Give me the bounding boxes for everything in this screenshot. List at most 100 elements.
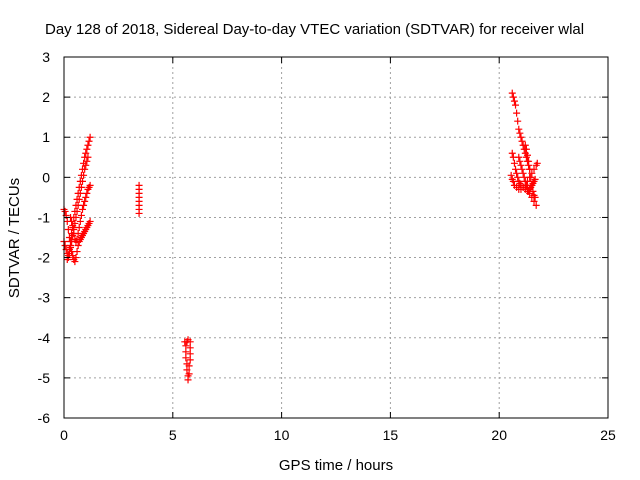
data-point [184, 376, 192, 384]
data-point [68, 238, 76, 246]
data-point [532, 201, 540, 209]
series-arc-10 [515, 153, 539, 195]
x-axis-label: GPS time / hours [279, 457, 393, 474]
data-point [530, 197, 538, 205]
y-axis-label: SDTVAR / TECUs [6, 178, 23, 298]
y-tick-label: 0 [42, 169, 50, 185]
data-point [186, 344, 194, 352]
data-point [514, 117, 522, 125]
data-point [508, 149, 516, 157]
data-point [525, 157, 533, 165]
data-point [183, 338, 191, 346]
data-point [86, 181, 94, 189]
data-point [183, 366, 191, 374]
data-point [73, 248, 81, 256]
data-point [517, 133, 525, 141]
series-arc-11 [521, 141, 539, 201]
data-points [60, 89, 541, 384]
y-tick-label: -4 [38, 330, 51, 346]
data-point [519, 169, 527, 177]
data-point [516, 129, 524, 137]
y-tick-label: 3 [42, 49, 50, 65]
data-point [182, 342, 190, 350]
data-point [512, 165, 520, 173]
data-point [75, 223, 83, 231]
y-tick-label: -3 [38, 290, 51, 306]
data-point [69, 231, 77, 239]
y-tick-label: -1 [38, 209, 51, 225]
data-point [521, 141, 529, 149]
data-point [76, 217, 84, 225]
y-tick-label: 1 [42, 129, 50, 145]
x-tick-label: 5 [169, 427, 177, 443]
data-point [85, 137, 93, 145]
series-arc-5 [135, 181, 143, 217]
data-point [78, 177, 86, 185]
data-point [61, 242, 69, 250]
data-point [522, 145, 530, 153]
x-tick-label: 25 [600, 427, 616, 443]
data-point [61, 207, 69, 215]
data-point [516, 157, 524, 165]
data-point [67, 244, 75, 252]
data-point [71, 258, 79, 266]
plot-frame [63, 56, 609, 419]
data-point [185, 362, 193, 370]
data-point [185, 370, 193, 378]
y-tick-label: -2 [38, 250, 51, 266]
data-point [513, 109, 521, 117]
tick-marks [63, 56, 609, 419]
data-point [84, 141, 92, 149]
y-tick-label: -6 [38, 410, 51, 426]
data-point [521, 177, 529, 185]
series-arc-6 [181, 336, 194, 384]
data-point [531, 193, 539, 201]
data-point [78, 205, 86, 213]
data-point [507, 171, 515, 179]
data-point [74, 201, 82, 209]
data-point [182, 348, 190, 356]
data-point [82, 193, 90, 201]
data-point [75, 195, 83, 203]
data-point [508, 89, 516, 97]
data-point [517, 161, 525, 169]
x-tick-label: 20 [491, 427, 507, 443]
grid-lines [64, 57, 608, 418]
data-point [82, 149, 90, 157]
data-point [72, 254, 80, 262]
data-point [515, 125, 523, 133]
data-point [70, 225, 78, 233]
data-point [76, 189, 84, 197]
data-point [86, 133, 94, 141]
data-point [528, 181, 536, 189]
data-point [518, 137, 526, 145]
data-point [82, 161, 90, 169]
data-point [84, 153, 92, 161]
data-point [518, 165, 526, 173]
data-point [523, 151, 531, 159]
data-point [71, 219, 79, 227]
x-tick-label: 10 [274, 427, 290, 443]
data-point [73, 236, 81, 244]
data-point [512, 101, 520, 109]
data-point [81, 197, 89, 205]
data-point [80, 171, 88, 179]
y-tick-label: -5 [38, 370, 51, 386]
data-point [73, 207, 81, 215]
chart-title: Day 128 of 2018, Sidereal Day-to-day VTE… [45, 21, 584, 38]
data-point [513, 169, 521, 177]
data-point [529, 187, 537, 195]
data-point [81, 165, 89, 173]
data-point [83, 157, 91, 165]
data-point [83, 145, 91, 153]
series-arc-7 [508, 89, 534, 173]
data-point [74, 242, 82, 250]
y-tick-labels: -6 -5 -4 -3 -2 -1 0 1 2 3 [38, 49, 51, 426]
data-point [526, 165, 534, 173]
data-point [83, 189, 91, 197]
data-point [527, 173, 535, 181]
data-point [186, 356, 194, 364]
data-point [72, 213, 80, 221]
data-point [182, 354, 190, 362]
